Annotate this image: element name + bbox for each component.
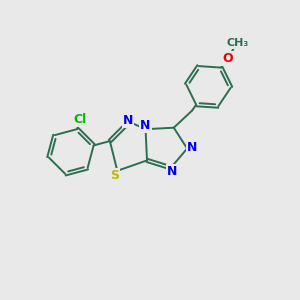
Text: S: S — [110, 169, 119, 182]
Text: N: N — [187, 140, 198, 154]
Text: N: N — [122, 114, 133, 127]
Text: O: O — [222, 52, 232, 65]
Text: N: N — [167, 165, 177, 178]
Text: Cl: Cl — [73, 112, 86, 125]
Text: CH₃: CH₃ — [226, 38, 248, 48]
Text: N: N — [140, 119, 151, 132]
